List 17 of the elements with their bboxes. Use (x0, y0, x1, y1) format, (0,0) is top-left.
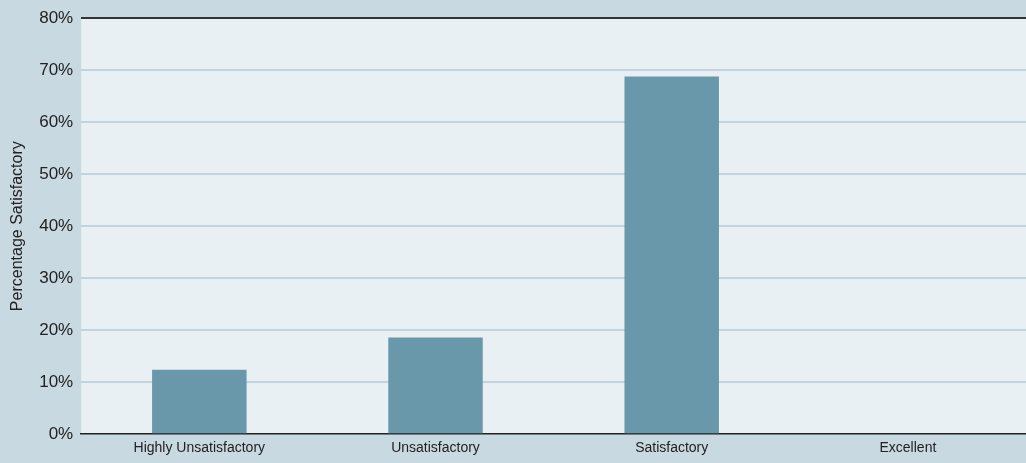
bar (624, 76, 719, 434)
y-tick-label: 30% (39, 267, 74, 287)
y-tick-label: 0% (48, 423, 74, 443)
y-tick-label: 10% (39, 371, 74, 391)
x-tick-label: Unsatisfactory (391, 439, 480, 456)
y-tick-label: 60% (39, 111, 74, 131)
y-tick-label: 80% (39, 7, 74, 27)
bar (388, 337, 483, 434)
y-tick-label: 70% (39, 59, 74, 79)
y-axis-title: Percentage Satisfactory (8, 141, 26, 312)
x-tick-label: Excellent (879, 439, 937, 456)
bar (152, 369, 247, 434)
x-tick-label: Highly Unsatisfactory (133, 439, 266, 456)
y-tick-label: 40% (39, 215, 74, 235)
y-tick-label: 50% (39, 163, 74, 183)
x-tick-label: Satisfactory (635, 439, 709, 456)
y-tick-label: 20% (39, 319, 74, 339)
